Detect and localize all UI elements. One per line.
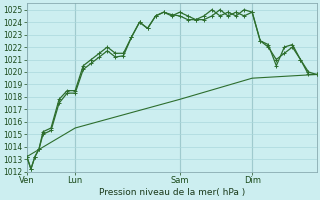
X-axis label: Pression niveau de la mer( hPa ): Pression niveau de la mer( hPa ) <box>99 188 245 197</box>
